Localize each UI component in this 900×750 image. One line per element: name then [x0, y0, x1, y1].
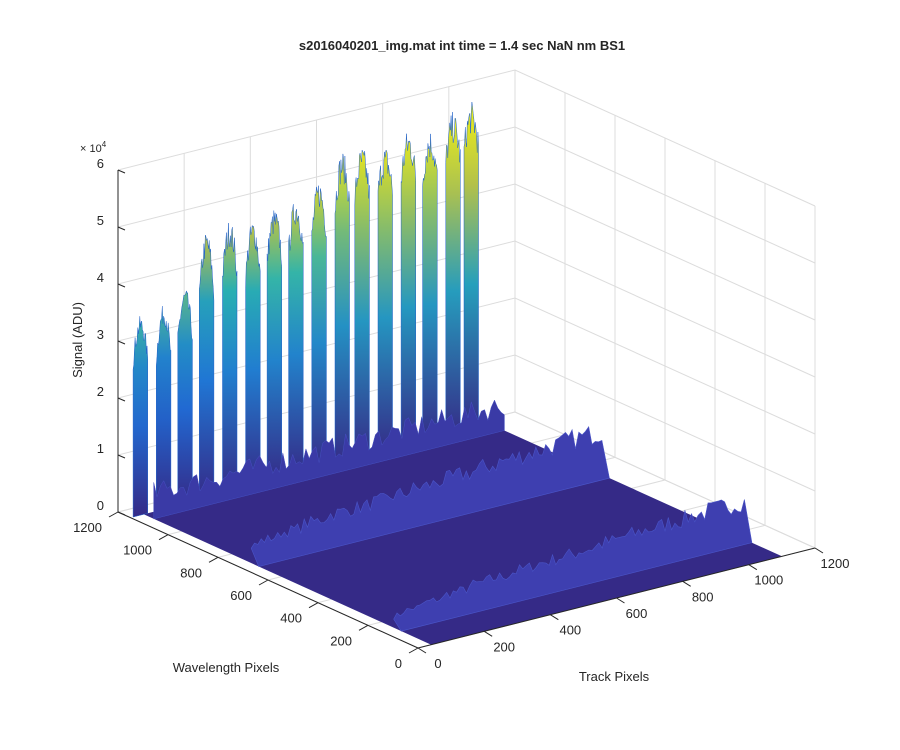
x-axis-label: Track Pixels — [579, 669, 650, 684]
track-peak — [288, 204, 304, 479]
x-tick-label: 600 — [626, 606, 648, 621]
x-tick-mark — [814, 547, 824, 554]
track-peak — [311, 185, 327, 473]
y-tick-mark — [208, 556, 219, 563]
y-axis-label: Wavelength Pixels — [173, 660, 280, 675]
y-tick-label: 1000 — [123, 543, 152, 558]
y-tick-mark — [258, 579, 269, 586]
z-tick-label: 1 — [97, 441, 104, 456]
track-peak — [156, 306, 172, 512]
y-tick-label: 0 — [395, 656, 402, 671]
z-tick-mark — [117, 340, 126, 345]
z-tick-mark — [117, 169, 126, 174]
x-tick-mark — [417, 647, 427, 654]
track-peak — [354, 149, 370, 462]
y-tick-label: 400 — [280, 611, 302, 626]
y-tick-label: 800 — [180, 565, 202, 580]
x-tick-label: 800 — [692, 589, 714, 604]
track-peak — [132, 316, 148, 518]
track-peak — [266, 210, 282, 484]
grid-line — [117, 69, 816, 207]
y-tick-mark — [408, 647, 419, 654]
y-tick-label: 1200 — [73, 520, 102, 535]
z-tick-label: 0 — [97, 498, 104, 513]
near-band — [393, 499, 753, 632]
y-tick-mark — [308, 602, 319, 609]
x-tick-label: 400 — [559, 623, 581, 638]
x-tick-mark — [550, 614, 559, 621]
grid-line — [117, 126, 816, 264]
z-tick-label: 2 — [97, 384, 104, 399]
x-tick-mark — [682, 580, 691, 587]
z-tick-mark — [117, 397, 126, 402]
z-tick-label: 4 — [97, 270, 104, 285]
y-tick-mark — [108, 511, 119, 518]
z-tick-label: 6 — [97, 156, 104, 171]
z-exponent-power: 4 — [102, 140, 107, 149]
z-axis-label: Signal (ADU) — [70, 302, 85, 378]
y-tick-mark — [358, 624, 369, 631]
z-exponent-base: × 10 — [80, 143, 102, 155]
x-tick-mark — [616, 597, 625, 604]
z-tick-mark — [117, 226, 126, 231]
z-tick-mark — [117, 511, 126, 516]
z-tick-label: 5 — [97, 213, 104, 228]
track-peak — [199, 234, 215, 501]
x-tick-label: 200 — [493, 639, 515, 654]
track-peak — [422, 133, 438, 445]
z-tick-label: 3 — [97, 327, 104, 342]
x-tick-label: 1200 — [821, 556, 850, 571]
y-tick-label: 600 — [230, 588, 252, 603]
track-peak — [377, 149, 393, 456]
track-peak — [400, 133, 416, 450]
track-peak — [177, 289, 193, 507]
x-tick-mark — [483, 630, 493, 637]
tick-layer: 0200400600800100012000200400600800100012… — [73, 156, 849, 671]
track-peak — [222, 223, 238, 495]
track-peak — [463, 101, 479, 435]
surface-layer — [132, 101, 782, 645]
track-peak — [445, 112, 461, 439]
track-peak — [334, 153, 350, 467]
z-exponent-label: × 104 — [80, 140, 107, 155]
track-ridge — [153, 399, 505, 520]
y-tick-label: 200 — [330, 633, 352, 648]
track-peak — [245, 224, 261, 490]
mid-band — [250, 426, 610, 567]
x-tick-label: 0 — [434, 656, 441, 671]
x-tick-mark — [748, 564, 758, 571]
chart-title: s2016040201_img.mat int time = 1.4 sec N… — [299, 38, 625, 53]
x-tick-label: 1000 — [754, 573, 783, 588]
z-tick-mark — [117, 454, 126, 459]
z-tick-mark — [117, 283, 126, 288]
y-tick-mark — [158, 534, 169, 541]
